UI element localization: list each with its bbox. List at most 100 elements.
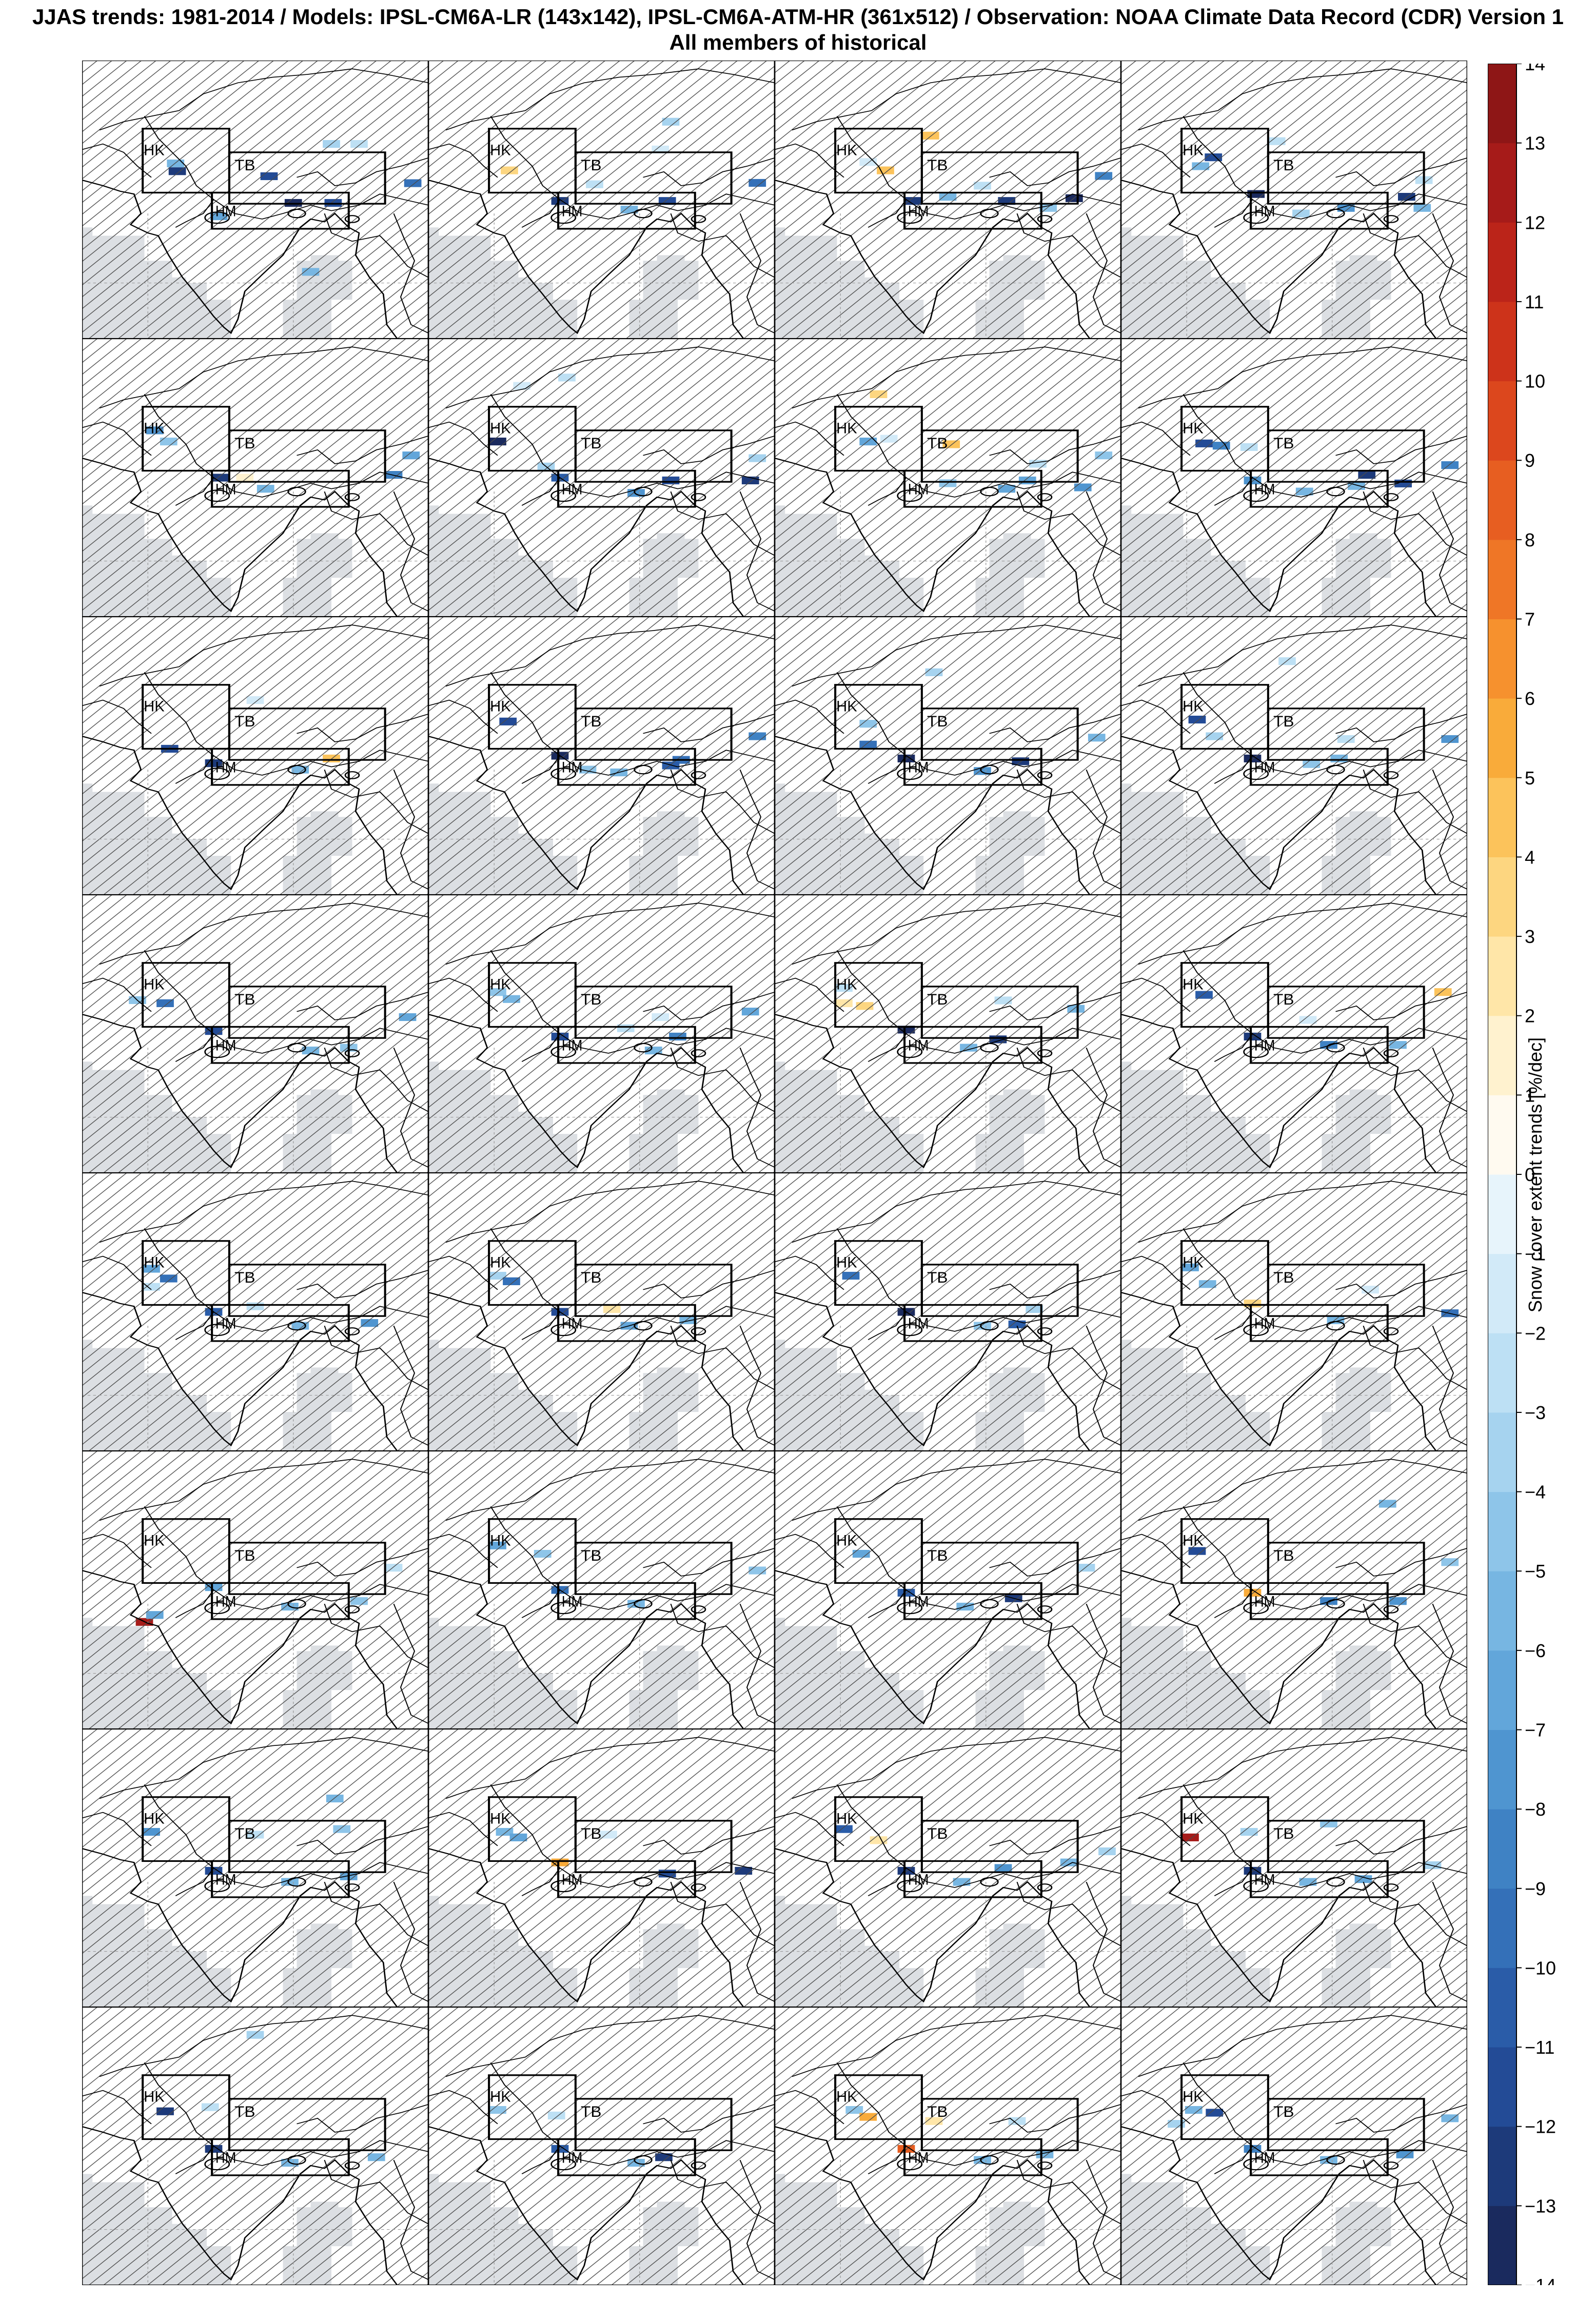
region-label: HM: [1254, 1872, 1275, 1889]
country-border: [175, 1867, 214, 1896]
region-label: TB: [234, 157, 255, 174]
country-border: [1432, 2159, 1467, 2280]
lake-outline: [1243, 2158, 1269, 2171]
region-box-hm: [211, 748, 350, 786]
country-border: [792, 346, 1121, 409]
map-panel-svg: HK TB HM: [775, 339, 1121, 617]
country-border: [739, 491, 775, 612]
colorbar-tick-label: 3: [1525, 926, 1535, 947]
colorbar-bin: [1488, 460, 1516, 540]
country-border: [868, 199, 907, 228]
country-border: [175, 755, 214, 784]
country-border: [868, 2146, 907, 2174]
country-border: [490, 950, 775, 1054]
region-label: TB: [234, 991, 255, 1008]
country-border: [393, 491, 428, 612]
region-label: HK: [1183, 2089, 1204, 2106]
colorbar-bin: [1488, 2206, 1516, 2285]
colorbar-tick-label: 14: [1525, 64, 1545, 74]
region-box-tb: [920, 707, 1079, 761]
country-border: [670, 1325, 775, 1390]
lake-outline: [897, 211, 923, 224]
country-border: [521, 1033, 561, 1062]
map-panel: HK TB HM: [428, 1729, 775, 2007]
lake-outline: [1243, 768, 1269, 780]
lake-outline: [1326, 1599, 1345, 1609]
country-border: [1016, 491, 1121, 556]
region-label: HM: [562, 1315, 583, 1332]
colorbar-tick-label: −11: [1525, 2037, 1554, 2058]
region-box-hm: [557, 469, 696, 508]
map-panel-svg: HK TB HM: [428, 1173, 775, 1451]
region-label: HM: [215, 759, 237, 776]
region-box-hm: [903, 191, 1042, 230]
region-label: HM: [562, 1872, 583, 1889]
colorbar-tick-label: 1: [1525, 1085, 1535, 1106]
map-panel-svg: HK TB HM: [775, 1173, 1121, 1451]
region-label: TB: [1273, 157, 1294, 174]
colorbar-bin: [1488, 1015, 1516, 1095]
region-box-hm: [557, 1582, 696, 1620]
country-border: [393, 1603, 428, 1724]
country-border: [836, 1506, 1121, 1610]
region-box-hm: [1250, 1304, 1389, 1342]
map-panel: HK TB HM: [775, 617, 1121, 895]
region-label: TB: [581, 1547, 602, 1564]
map-panel: HK TB HM: [775, 61, 1121, 339]
region-label: HM: [908, 759, 929, 776]
country-border: [1432, 491, 1467, 612]
country-border: [1183, 1784, 1467, 1888]
colorbar-tick-label: −8: [1525, 1799, 1546, 1820]
country-border: [739, 1603, 775, 1724]
country-border: [175, 1033, 214, 1062]
country-border: [1363, 769, 1467, 834]
country-border: [393, 1881, 428, 2002]
colorbar-bin: [1488, 381, 1516, 461]
lake-outline: [287, 1321, 306, 1331]
hatching: [82, 895, 428, 1173]
region-label: HK: [490, 698, 511, 715]
map-panel: HK TB HM: [1121, 895, 1467, 1173]
map-panel: HK TB HM: [775, 1173, 1121, 1451]
country-border: [144, 1228, 428, 1332]
region-label: TB: [234, 1547, 255, 1564]
hatching: [428, 617, 775, 895]
region-box-hm: [903, 1304, 1042, 1342]
region-box-hm: [557, 2138, 696, 2176]
country-border: [836, 2062, 1121, 2166]
region-box-hm: [1250, 748, 1389, 786]
country-border: [670, 213, 775, 278]
map-panel: HK TB HM: [428, 617, 775, 895]
region-box-hm: [211, 1860, 350, 1898]
country-border: [1016, 2159, 1121, 2225]
region-box-tb: [920, 151, 1079, 205]
region-label: HM: [1254, 759, 1275, 776]
hatching: [428, 895, 775, 1173]
map-panel-svg: HK TB HM: [428, 617, 775, 895]
figure-title: JJAS trends: 1981-2014 / Models: IPSL-CM…: [0, 4, 1596, 55]
region-box-hm: [1250, 1026, 1389, 1064]
lake-outline: [691, 215, 706, 223]
country-border: [836, 116, 1121, 220]
region-box-hm: [903, 2138, 1042, 2176]
map-panel-svg: HK TB HM: [1121, 2007, 1467, 2285]
hatching: [775, 339, 1121, 617]
lake-outline: [287, 764, 306, 775]
region-box-hm: [557, 1304, 696, 1342]
region-label: HK: [144, 420, 165, 437]
colorbar-tick-label: 13: [1525, 133, 1545, 154]
lake-outline: [550, 2158, 577, 2171]
country-border: [792, 624, 1121, 687]
country-border: [739, 1881, 775, 2002]
region-label: HK: [836, 976, 857, 993]
map-panel-svg: HK TB HM: [82, 1173, 428, 1451]
map-panel: HK TB HM: [428, 339, 775, 617]
region-label: TB: [581, 1269, 602, 1286]
country-border: [1138, 68, 1467, 131]
country-border: [490, 672, 775, 776]
country-border: [1214, 2146, 1253, 2174]
country-border: [445, 1181, 775, 1243]
lake-outline: [287, 208, 306, 219]
lake-outline: [897, 1602, 923, 1615]
map-panel-svg: HK TB HM: [1121, 61, 1467, 339]
